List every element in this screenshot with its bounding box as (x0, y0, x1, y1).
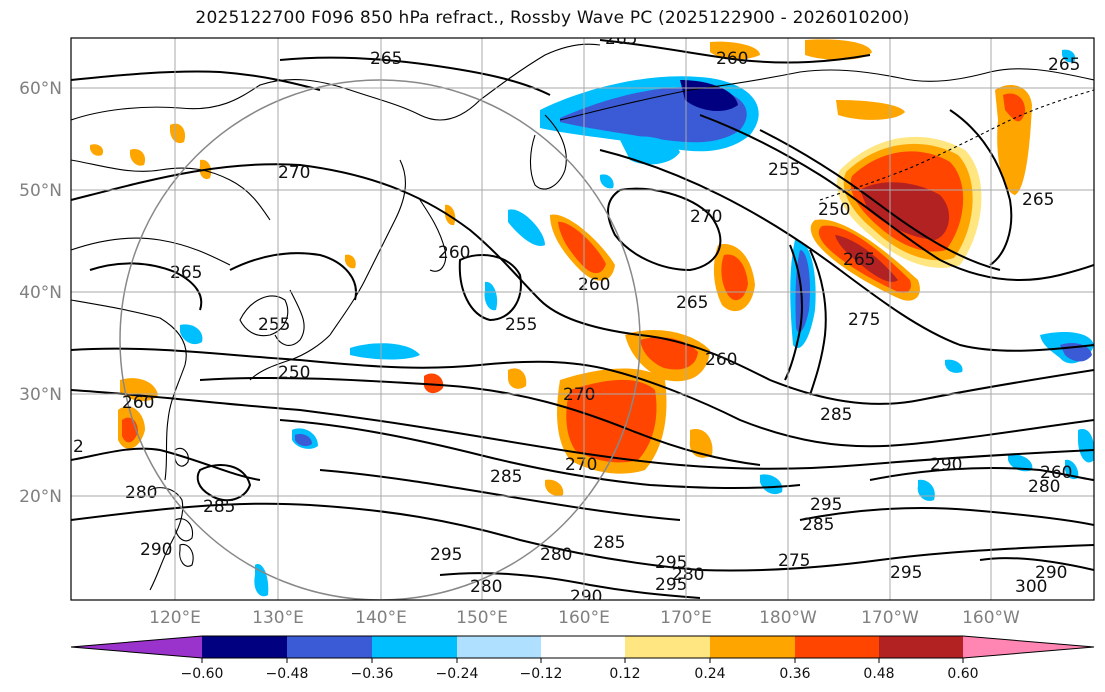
contour-label: 270 (565, 455, 597, 475)
colorbar: −0.60 −0.48 −0.36 −0.24 −0.12 0.12 0.24 … (70, 635, 1095, 682)
contour-label: 280 (470, 577, 502, 597)
colorbar-segment (879, 636, 963, 658)
colorbar-segment (795, 636, 879, 658)
contour-label: 290 (570, 587, 602, 607)
colorbar-tick-label: −0.24 (436, 666, 479, 682)
colorbar-segment (457, 636, 541, 658)
lon-label-140e: 140°E (355, 608, 407, 628)
longitude-axis: 120°E 130°E 140°E 150°E 160°E 170°E 180°… (149, 608, 1020, 628)
latitude-axis: 60°N 50°N 40°N 30°N 20°N (19, 79, 62, 507)
lat-label-50n: 50°N (19, 181, 62, 201)
colorbar-segment (541, 636, 625, 658)
contour-label: 285 (203, 497, 235, 517)
contour-label: 260 (716, 49, 748, 69)
positive-shading (90, 39, 1032, 496)
contour-label: 280 (672, 565, 704, 585)
contour-label: 250 (278, 363, 310, 383)
contour-label-group: 265 265 260 265 270 270 265 255 255 250 … (73, 29, 1080, 607)
colorbar-segment (372, 636, 457, 658)
contour-label: 260 (705, 350, 737, 370)
colorbar-tick-label: 0.48 (863, 666, 894, 682)
colorbar-segment (625, 636, 710, 658)
lat-label-30n: 30°N (19, 385, 62, 405)
lon-label-120e: 120°E (149, 608, 201, 628)
contour-label: 270 (278, 163, 310, 183)
gridlines (71, 38, 1094, 600)
lon-label-160w: 160°W (962, 608, 1020, 628)
contour-label: 260 (438, 243, 470, 263)
colorbar-segment (963, 636, 1094, 658)
contour-label: 295 (655, 575, 687, 595)
contour-label: 295 (430, 545, 462, 565)
contour-label: 280 (540, 545, 572, 565)
colorbar-tick-label: 0.12 (609, 666, 640, 682)
contour-label: 265 (170, 263, 202, 283)
contour-label: 285 (820, 405, 852, 425)
lon-label-150e: 150°E (456, 608, 508, 628)
contour-label: 280 (1028, 477, 1060, 497)
contour-label: 285 (490, 467, 522, 487)
lon-label-130e: 130°E (252, 608, 304, 628)
colorbar-tick-label: 0.36 (779, 666, 810, 682)
contour-label: 260 (122, 393, 154, 413)
contour-label: 295 (655, 553, 687, 573)
contour-label: 285 (802, 515, 834, 535)
map-title: 2025122700 F096 850 hPa refract., Rossby… (195, 8, 910, 28)
contour-label: 280 (125, 483, 157, 503)
lon-label-160e: 160°E (558, 608, 610, 628)
great-circle (119, 79, 641, 600)
contour-label: 270 (690, 207, 722, 227)
contour-label: 265 (1048, 55, 1080, 75)
negative-shading (180, 49, 1094, 597)
lon-label-170w: 170°W (861, 608, 919, 628)
contour-label: 285 (593, 533, 625, 553)
contour-label: 290 (930, 455, 962, 475)
lon-label-170e: 170°E (660, 608, 712, 628)
contour-label: 255 (768, 160, 800, 180)
map-frame (70, 37, 1095, 601)
contour-label: 250 (818, 200, 850, 220)
colorbar-segment (202, 636, 287, 658)
lon-label-180w: 180°W (759, 608, 817, 628)
contour-label: 290 (1035, 563, 1067, 583)
contour-label: 260 (1040, 463, 1072, 483)
lat-label-20n: 20°N (19, 487, 62, 507)
contour-label: 290 (140, 540, 172, 560)
lat-label-40n: 40°N (19, 283, 62, 303)
contour-label: 265 (370, 49, 402, 69)
colorbar-tick-label: −0.60 (181, 666, 224, 682)
contour-label: 2 (73, 437, 84, 457)
contour-label: 275 (848, 310, 880, 330)
colorbar-tick-label: −0.48 (266, 666, 309, 682)
colorbar-tick-label: −0.12 (520, 666, 563, 682)
contour-label: 295 (810, 495, 842, 515)
contour-label: 260 (578, 275, 610, 295)
colorbar-tick-label: 0.24 (694, 666, 725, 682)
contour-label: 270 (563, 385, 595, 405)
contour-label: 265 (1022, 190, 1054, 210)
contour-label: 275 (778, 551, 810, 571)
lat-label-60n: 60°N (19, 79, 62, 99)
colorbar-ticks (201, 658, 964, 663)
contour-label: 265 (676, 293, 708, 313)
contour-label: 255 (258, 315, 290, 335)
contour-label: 255 (505, 315, 537, 335)
colorbar-tick-label: 0.60 (947, 666, 978, 682)
map-body: 265 265 260 265 270 270 265 255 255 250 … (71, 29, 1094, 607)
contour-label: 265 (843, 250, 875, 270)
contour-label: 300 (1015, 577, 1047, 597)
colorbar-segment (287, 636, 372, 658)
colorbar-tick-label: −0.36 (351, 666, 394, 682)
colorbar-segment (71, 636, 202, 658)
contour-label: 295 (890, 563, 922, 583)
contour-label: 265 (605, 29, 637, 49)
colorbar-segment (710, 636, 795, 658)
